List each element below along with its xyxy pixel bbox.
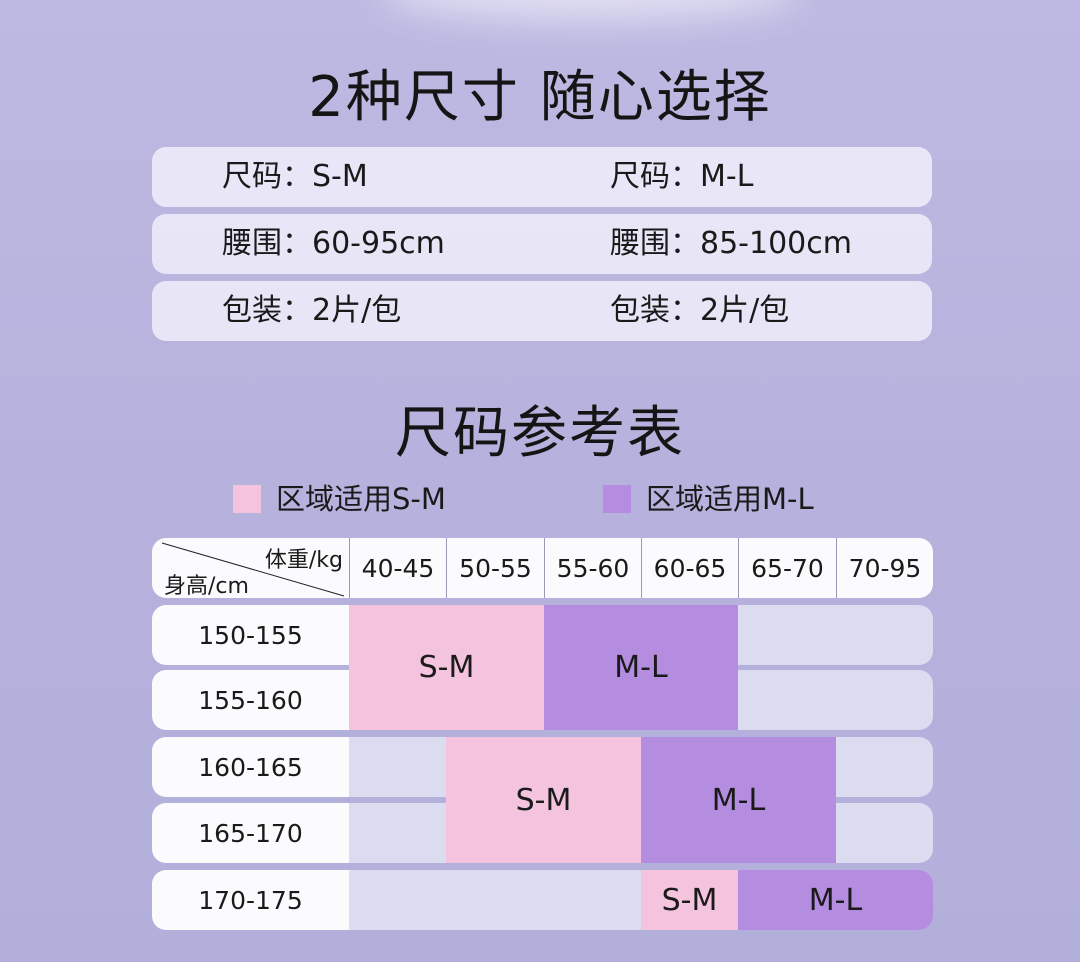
diagonal-line (161, 542, 345, 597)
legend-swatch-sm (233, 485, 261, 513)
column-header: 70-95 (836, 538, 933, 598)
legend-swatch-ml (603, 485, 631, 513)
spec-right: 腰围：85-100cm (610, 226, 852, 261)
spec-left: 包装：2片/包 (222, 293, 402, 328)
row-header: 160-165 (152, 737, 349, 797)
spec-right: 尺码：M-L (610, 159, 754, 194)
corner-weight-label: 体重/kg (264, 548, 343, 573)
spec-left: 尺码：S-M (222, 159, 368, 194)
size-block-m-l: M-L (641, 737, 836, 863)
chart-title: 尺码参考表 (395, 401, 685, 466)
column-header: 55-60 (544, 538, 641, 598)
light-glow (380, 0, 800, 20)
row-header: 170-175 (152, 870, 349, 930)
spec-left: 腰围：60-95cm (222, 226, 445, 261)
column-header: 60-65 (641, 538, 738, 598)
size-block-s-m: S-M (641, 870, 738, 930)
row-header: 150-155 (152, 605, 349, 665)
corner-height-label: 身高/cm (164, 574, 249, 599)
spec-row-size: 尺码：S-M 尺码：M-L (152, 147, 932, 207)
legend-label-sm: 区域适用S-M (276, 482, 446, 516)
main-title: 2种尺寸 随心选择 (308, 65, 772, 130)
spec-row-waist: 腰围：60-95cm 腰围：85-100cm (152, 214, 932, 274)
spec-row-package: 包装：2片/包 包装：2片/包 (152, 281, 932, 341)
table-corner: 体重/kg 身高/cm (152, 538, 349, 599)
size-block-s-m: S-M (349, 605, 544, 730)
column-header: 40-45 (349, 538, 446, 598)
spec-right: 包装：2片/包 (610, 293, 790, 328)
row-header: 165-170 (152, 803, 349, 863)
size-block-s-m: S-M (446, 737, 641, 863)
column-header: 50-55 (446, 538, 544, 598)
column-header: 65-70 (738, 538, 836, 598)
row-header: 155-160 (152, 670, 349, 730)
size-block-m-l: M-L (738, 870, 933, 930)
size-block-m-l: M-L (544, 605, 738, 730)
legend-label-ml: 区域适用M-L (646, 482, 814, 516)
